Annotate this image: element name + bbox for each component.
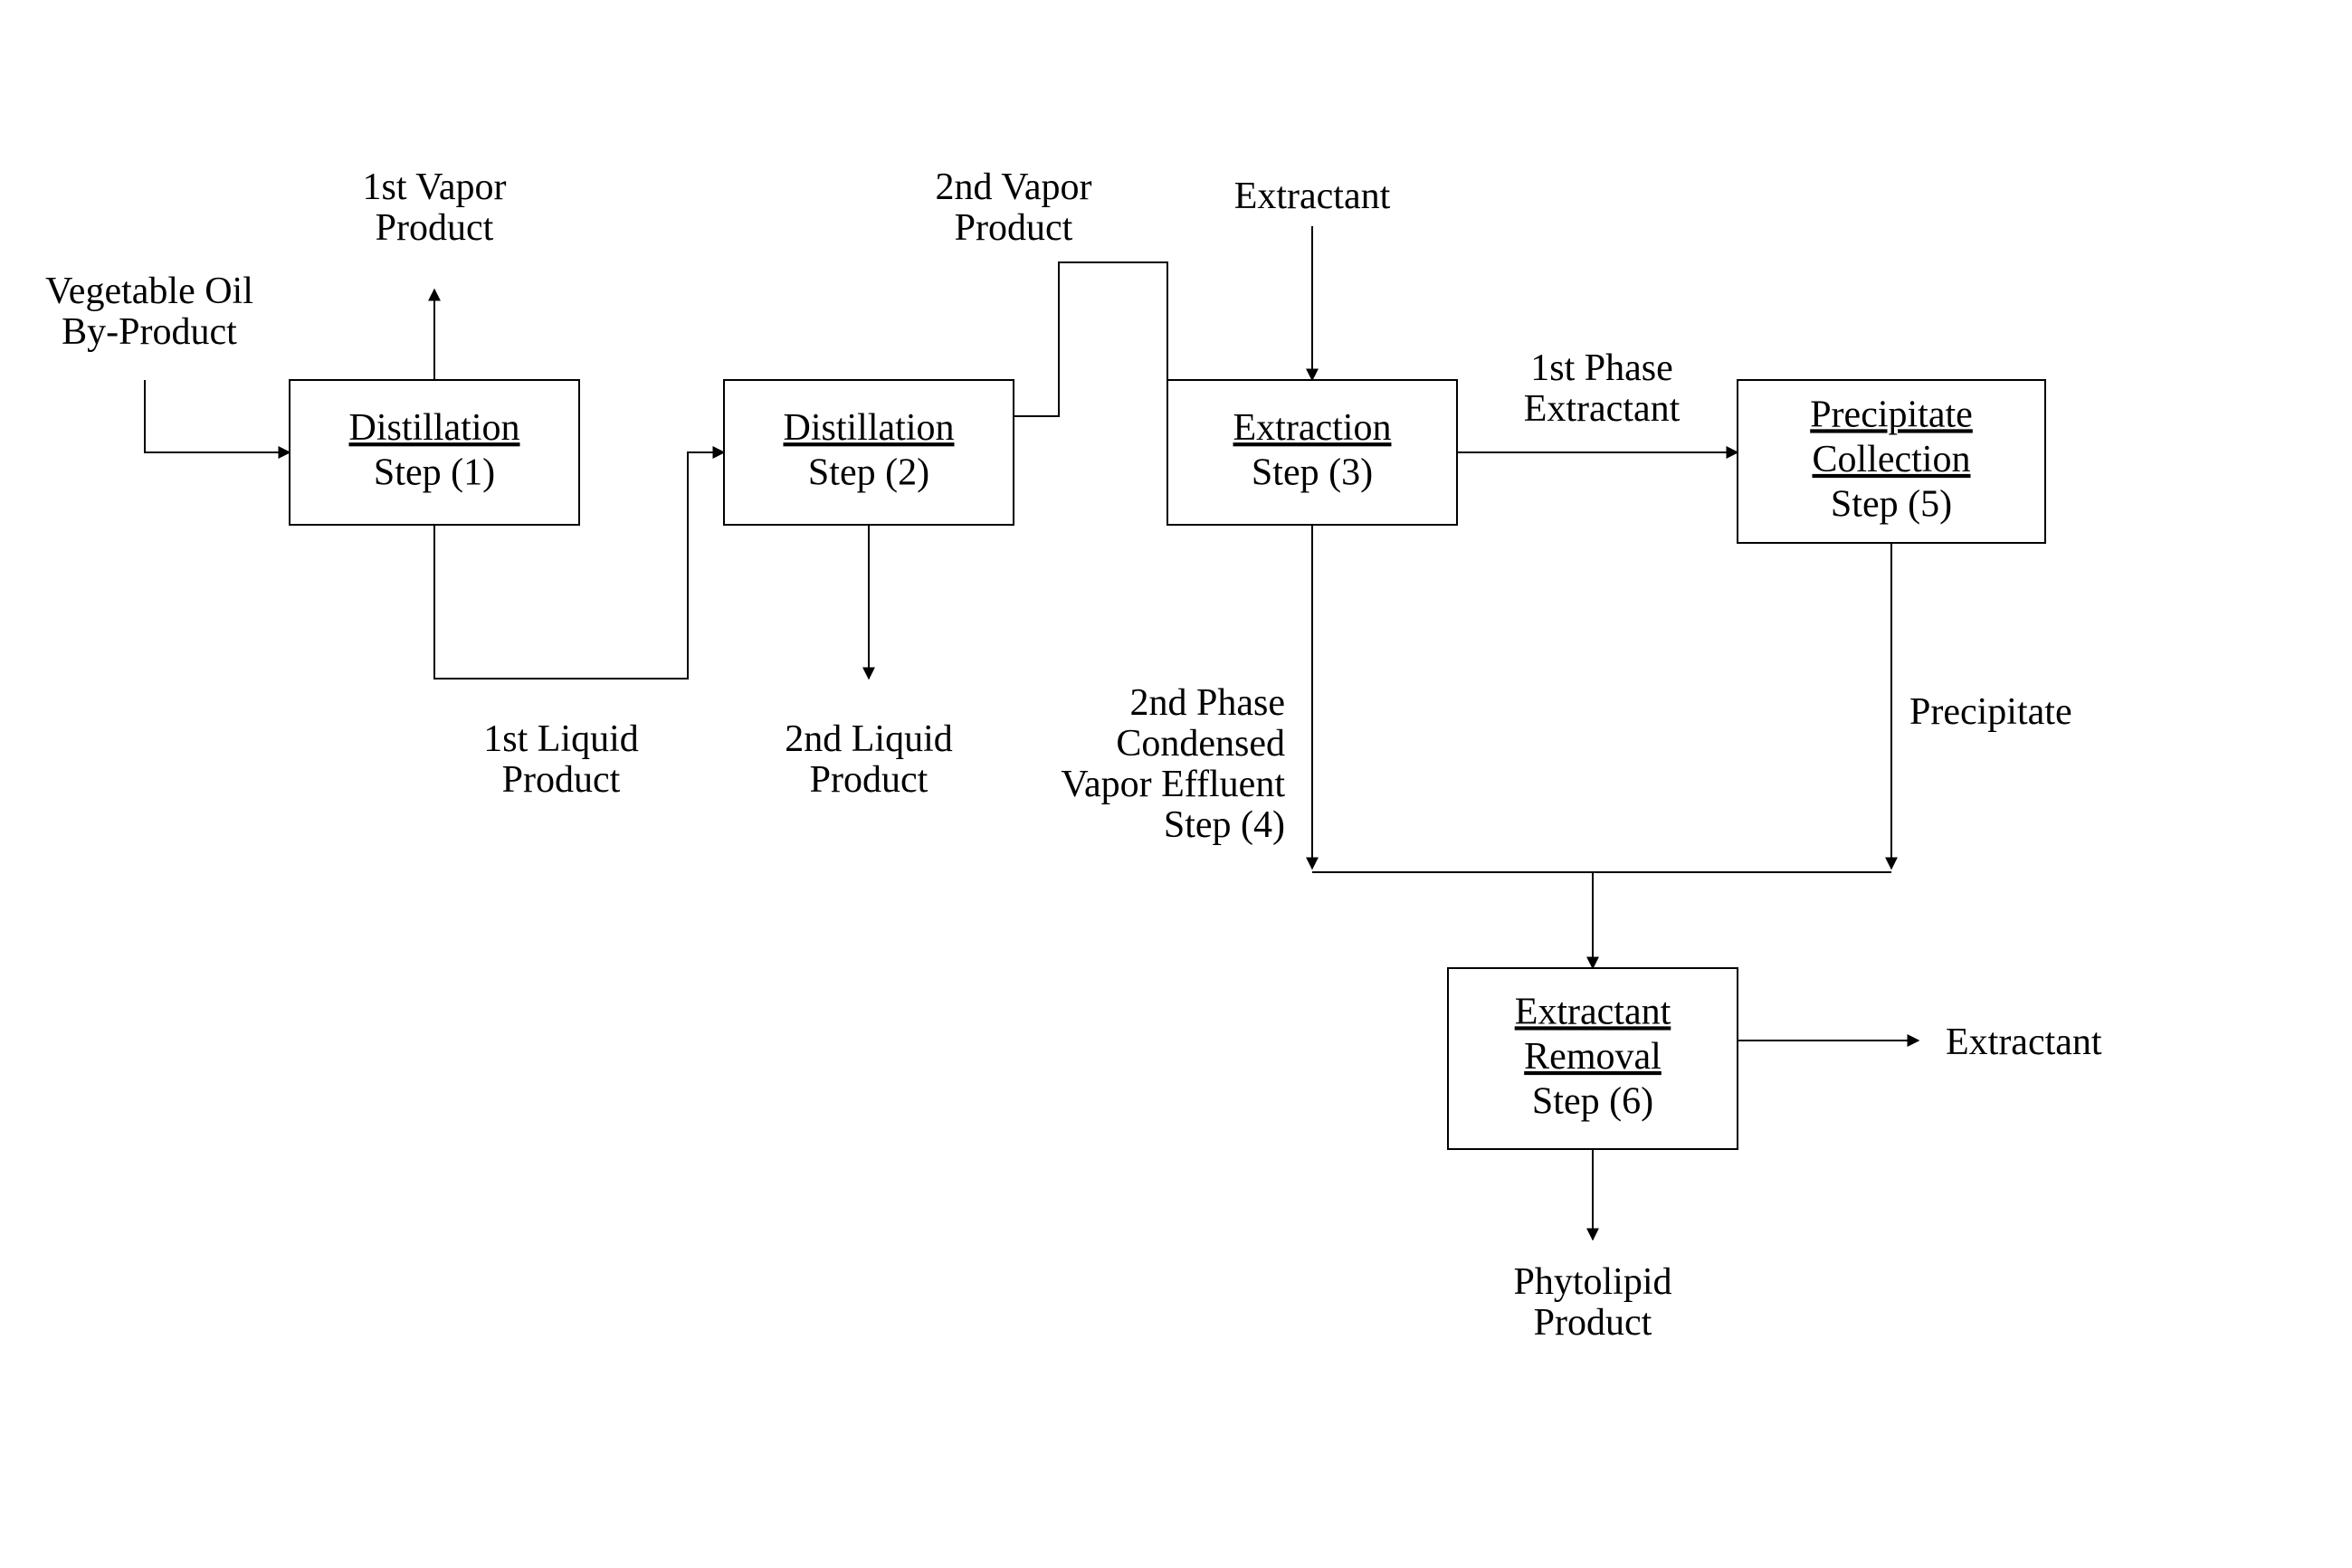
label-l_extr_out: Extractant: [1946, 1022, 2102, 1063]
edge-e_d2_vap: [1014, 262, 1167, 416]
label-l_veg2: By-Product: [62, 311, 237, 353]
label-l_ph1b: Extractant: [1524, 388, 1681, 430]
node-dist1-line1: Step (1): [374, 452, 495, 494]
label-l_ph2c: Vapor Effluent: [1061, 764, 1285, 805]
label-l_vap2b: Product: [955, 207, 1073, 249]
label-l_precip: Precipitate: [1909, 691, 2072, 733]
node-prec5: PrecipitateCollectionStep (5): [1738, 380, 2045, 543]
node-prec5-line0: Precipitate: [1810, 394, 1973, 435]
label-l_prod2: Product: [1534, 1302, 1652, 1344]
node-dist1: DistillationStep (1): [290, 380, 579, 525]
node-prec5-line1: Collection: [1813, 439, 1971, 480]
node-extr3: ExtractionStep (3): [1167, 380, 1457, 525]
label-l_vap2a: 2nd Vapor: [935, 166, 1091, 208]
label-l_liq1b: Product: [502, 759, 621, 801]
node-dist2-line1: Step (2): [808, 452, 929, 494]
label-l_vap1b: Product: [376, 207, 494, 249]
label-l_veg1: Vegetable Oil: [45, 271, 253, 312]
label-l_ph2a: 2nd Phase: [1130, 682, 1286, 724]
node-dist2-line0: Distillation: [784, 407, 955, 449]
node-rem6-line1: Removal: [1524, 1036, 1662, 1078]
node-extr3-line1: Step (3): [1252, 452, 1373, 494]
edge-e_veg_in: [145, 380, 290, 452]
label-l_extractant: Extractant: [1234, 176, 1391, 217]
node-rem6: ExtractantRemovalStep (6): [1448, 968, 1738, 1149]
label-l_ph1a: 1st Phase: [1530, 347, 1673, 389]
label-l_ph2d: Step (4): [1164, 804, 1285, 846]
flowchart-canvas: DistillationStep (1)DistillationStep (2)…: [0, 0, 2352, 1568]
node-extr3-line0: Extraction: [1233, 407, 1392, 449]
node-dist1-line0: Distillation: [349, 407, 520, 449]
label-l_ph2b: Condensed: [1116, 723, 1285, 765]
label-l_liq1a: 1st Liquid: [483, 718, 639, 760]
label-l_prod1: Phytolipid: [1513, 1261, 1671, 1303]
node-prec5-line2: Step (5): [1831, 483, 1952, 525]
label-l_liq2b: Product: [810, 759, 928, 801]
node-rem6-line0: Extractant: [1515, 991, 1671, 1032]
label-l_liq2a: 2nd Liquid: [785, 718, 953, 760]
label-l_vap1a: 1st Vapor: [362, 166, 506, 208]
node-dist2: DistillationStep (2): [724, 380, 1014, 525]
node-rem6-line2: Step (6): [1532, 1080, 1653, 1122]
